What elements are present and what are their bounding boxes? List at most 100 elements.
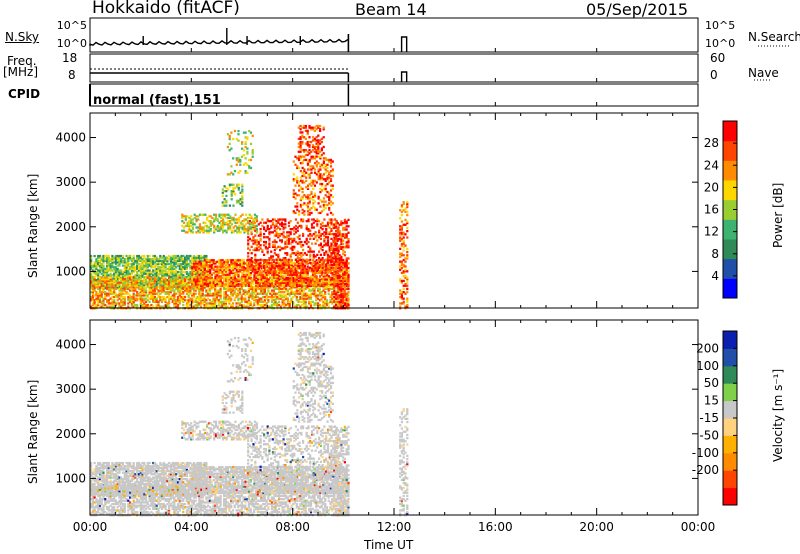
power-cell xyxy=(284,220,287,223)
power-cell xyxy=(129,262,132,266)
power-cell xyxy=(326,236,330,239)
power-cell xyxy=(203,278,206,281)
power-cell xyxy=(237,289,240,292)
power-cell xyxy=(145,262,148,266)
power-cell xyxy=(312,255,315,258)
power-cell xyxy=(318,236,321,239)
power-cell xyxy=(292,292,295,295)
power-cell xyxy=(196,281,199,284)
power-cell xyxy=(199,299,203,302)
power-cell xyxy=(309,295,313,299)
power-cell xyxy=(203,267,206,270)
power-cell xyxy=(191,300,194,303)
power-cell xyxy=(168,267,171,271)
power-cell xyxy=(232,267,235,270)
power-cell xyxy=(320,283,323,286)
power-cell xyxy=(318,234,321,237)
power-cell xyxy=(93,266,96,269)
power-cell xyxy=(221,265,224,268)
power-cell xyxy=(205,275,208,278)
power-cell xyxy=(125,258,128,261)
power-cell xyxy=(286,268,289,271)
power-cell xyxy=(294,276,297,280)
power-cell xyxy=(341,302,344,305)
power-cell xyxy=(242,305,245,308)
power-cell xyxy=(298,189,301,192)
power-cell xyxy=(331,273,334,276)
power-cell xyxy=(330,223,333,226)
power-cell xyxy=(309,278,313,281)
power-cell xyxy=(280,275,283,278)
power-cell xyxy=(139,286,142,289)
power-cell xyxy=(106,286,109,289)
power-cell xyxy=(305,239,308,242)
power-cell xyxy=(233,281,236,284)
power-cell xyxy=(292,281,295,284)
power-cell xyxy=(237,231,241,234)
power-cell xyxy=(315,303,318,307)
power-cell xyxy=(343,299,346,302)
power-cell xyxy=(90,291,93,294)
power-cell xyxy=(137,258,141,261)
power-cell xyxy=(241,268,244,271)
power-cell xyxy=(194,268,198,271)
power-cell xyxy=(207,265,210,268)
power-cell xyxy=(205,294,208,297)
power-cell xyxy=(250,216,253,220)
power-cell xyxy=(197,218,200,221)
power-cell xyxy=(160,256,164,259)
power-cell xyxy=(195,218,198,221)
power-cell xyxy=(252,224,255,228)
power-cell xyxy=(106,276,109,279)
power-cell xyxy=(104,258,107,261)
power-cell xyxy=(260,273,263,276)
power-cell xyxy=(148,269,151,272)
power-cell xyxy=(184,278,187,281)
power-cell xyxy=(150,259,153,262)
power-cell xyxy=(283,291,286,294)
power-cell xyxy=(214,284,217,288)
power-cell xyxy=(230,260,233,263)
power-cell xyxy=(296,221,299,224)
power-cell xyxy=(169,279,172,283)
power-cell xyxy=(299,186,302,189)
power-cell xyxy=(184,231,187,234)
power-cell xyxy=(114,294,117,297)
power-cell xyxy=(150,303,153,307)
power-cell xyxy=(285,295,288,299)
power-cell xyxy=(259,232,262,236)
power-cell xyxy=(298,157,301,160)
power-cell xyxy=(226,268,229,271)
power-cell xyxy=(191,287,194,291)
power-cell xyxy=(281,291,284,294)
power-cell xyxy=(106,269,109,272)
power-cell xyxy=(98,259,102,262)
power-cell xyxy=(290,291,293,294)
power-cell xyxy=(139,280,142,283)
power-cell xyxy=(302,300,305,303)
power-cell xyxy=(125,266,128,269)
power-cell xyxy=(319,226,322,229)
power-cell xyxy=(219,292,222,295)
power-cell xyxy=(281,299,284,302)
power-cell xyxy=(90,261,93,264)
power-cell xyxy=(292,273,295,276)
power-cell xyxy=(226,305,229,308)
power-cell xyxy=(113,291,116,294)
power-cell xyxy=(214,289,217,292)
power-cell xyxy=(91,276,94,279)
power-cell xyxy=(274,297,277,300)
power-cell xyxy=(114,295,117,299)
power-cell xyxy=(326,268,330,271)
power-cell xyxy=(247,289,250,292)
power-cell xyxy=(141,269,144,272)
power-cell xyxy=(209,228,212,231)
power-cell xyxy=(196,278,199,281)
power-cell xyxy=(134,289,137,292)
power-cell xyxy=(137,279,141,283)
power-cell xyxy=(193,284,196,288)
power-cell xyxy=(299,300,302,303)
power-cell xyxy=(239,287,242,291)
power-cell xyxy=(97,272,100,275)
power-cell xyxy=(171,297,174,300)
